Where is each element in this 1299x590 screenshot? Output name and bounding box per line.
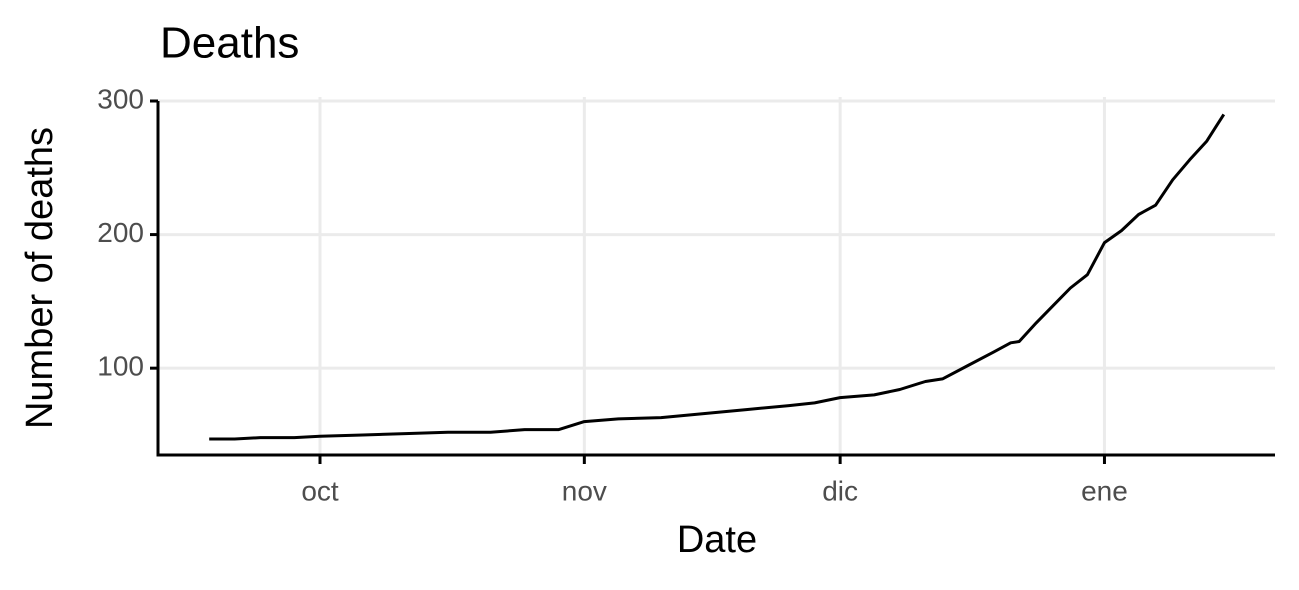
x-tick-label: nov [562,475,607,506]
chart-title: Deaths [160,19,299,68]
x-tick-label: oct [301,475,339,506]
x-tick-label: ene [1081,475,1128,506]
x-tick-label: dic [822,475,858,506]
x-axis-title: Date [677,519,757,561]
y-axis-title: Number of deaths [19,127,61,429]
data-line [209,113,1226,441]
y-tick-label: 200 [97,217,144,248]
y-tick-label: 300 [97,83,144,114]
y-tick-label: 100 [97,351,144,382]
